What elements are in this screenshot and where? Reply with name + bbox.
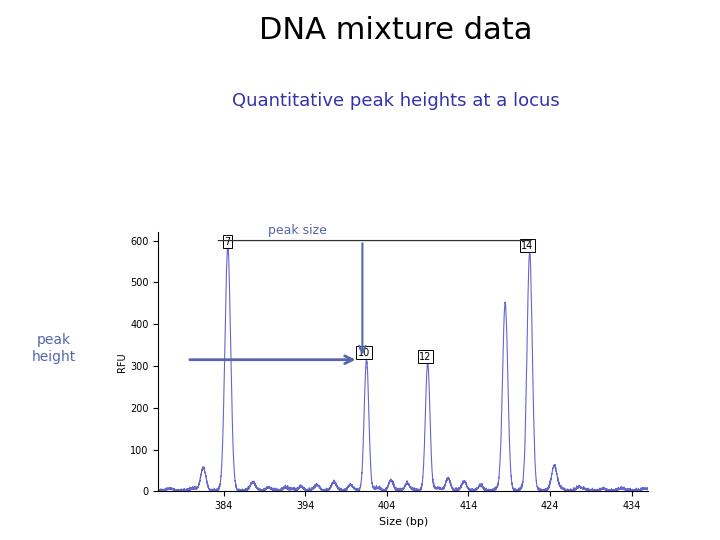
- Text: peak
height: peak height: [32, 333, 76, 364]
- Y-axis label: RFU: RFU: [117, 352, 127, 372]
- Text: Quantitative peak heights at a locus: Quantitative peak heights at a locus: [232, 92, 560, 110]
- Text: 12: 12: [419, 352, 431, 362]
- Text: peak size: peak size: [268, 224, 327, 237]
- X-axis label: Size (bp): Size (bp): [379, 517, 428, 526]
- Text: 14: 14: [521, 241, 534, 251]
- Text: DNA mixture data: DNA mixture data: [259, 16, 533, 45]
- Text: 10: 10: [358, 348, 370, 357]
- Text: 7: 7: [225, 237, 231, 247]
